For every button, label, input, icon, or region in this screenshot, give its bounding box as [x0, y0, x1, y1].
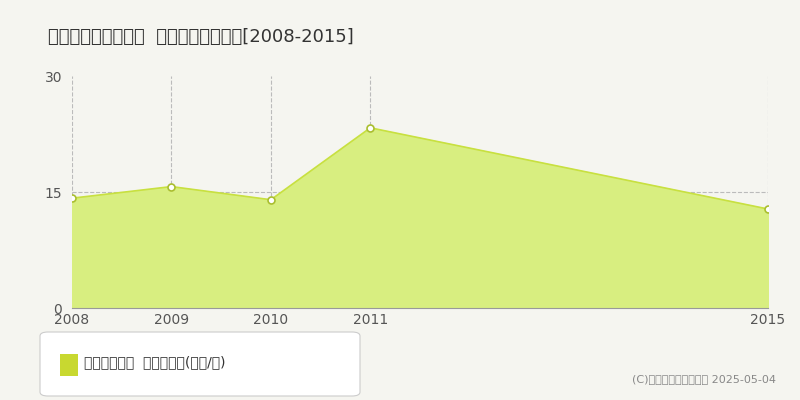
Point	[762, 206, 774, 212]
Text: 東田川郡庄内町余目  収益物件価格推移[2008-2015]: 東田川郡庄内町余目 収益物件価格推移[2008-2015]	[48, 28, 354, 46]
Point	[66, 195, 78, 201]
Point	[165, 183, 178, 190]
Point	[265, 196, 278, 203]
Text: (C)土地価格ドットコム 2025-05-04: (C)土地価格ドットコム 2025-05-04	[632, 374, 776, 384]
Text: 収益物件価格  平均坪単価(万円/坪): 収益物件価格 平均坪単価(万円/坪)	[84, 355, 226, 369]
Point	[364, 125, 377, 131]
